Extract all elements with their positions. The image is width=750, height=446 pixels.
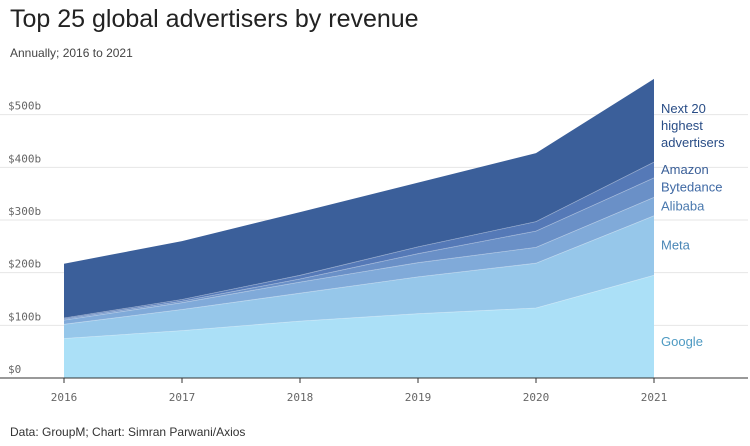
series-boundary [63,215,655,325]
series-boundary [63,161,655,319]
x-tick-label: 2021 [641,391,668,404]
y-tick-label: $200b [8,258,41,271]
series-boundary [63,274,655,339]
y-tick-label: $0 [8,363,21,376]
chart-subtitle: Annually; 2016 to 2021 [10,46,133,60]
series-label-amazon: Amazon [661,162,709,177]
y-tick-label: $500b [8,100,41,113]
series-label-alibaba: Alibaba [661,199,705,214]
y-tick-label: $300b [8,205,41,218]
area-meta [64,215,654,339]
series-label-bytedance: Bytedance [661,180,722,195]
x-tick-label: 2019 [405,391,432,404]
area-alibaba [64,197,654,325]
axes: $0 $100b $200b $300b $400b $500b 2016 2017 2018 2… [0,100,748,404]
series-label-meta: Meta [661,238,691,253]
series-label-google: Google [661,334,703,349]
x-tick-label: 2016 [51,391,78,404]
series-label-next-20-highest-advertisers: Next 20 highest advertisers [661,101,725,150]
chart-title: Top 25 global advertisers by revenue [10,5,419,33]
area-series-group [63,78,655,378]
x-tick-label: 2020 [523,391,550,404]
y-tick-label: $100b [8,310,41,323]
x-tick-label: 2018 [287,391,314,404]
series-labels: Google Meta Alibaba Bytedance Amazon Next 20 h… [661,101,725,349]
y-tick-label: $400b [8,152,41,165]
series-boundary [63,197,655,321]
x-tick-label: 2017 [169,391,196,404]
area-next-20-highest-advertisers [64,78,654,319]
area-google [64,275,654,378]
chart-source: Data: GroupM; Chart: Simran Parwani/Axio… [10,425,246,439]
series-boundary [63,177,655,320]
